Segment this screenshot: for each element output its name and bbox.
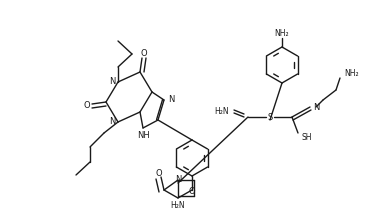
Text: H₂N: H₂N <box>215 108 229 117</box>
Text: O: O <box>156 168 162 178</box>
Text: NH₂: NH₂ <box>344 69 359 78</box>
Text: N: N <box>175 175 181 184</box>
Text: NH₂: NH₂ <box>275 28 289 37</box>
Text: N: N <box>109 78 115 87</box>
Text: O: O <box>189 187 195 196</box>
Text: SH: SH <box>302 132 312 141</box>
Text: N: N <box>109 118 115 127</box>
Text: O: O <box>84 101 90 111</box>
Text: S: S <box>267 113 273 122</box>
Text: N: N <box>168 95 174 104</box>
Text: N: N <box>313 102 319 111</box>
Text: O: O <box>141 49 147 58</box>
Text: NH: NH <box>138 131 151 140</box>
Text: H₂N: H₂N <box>171 201 185 210</box>
